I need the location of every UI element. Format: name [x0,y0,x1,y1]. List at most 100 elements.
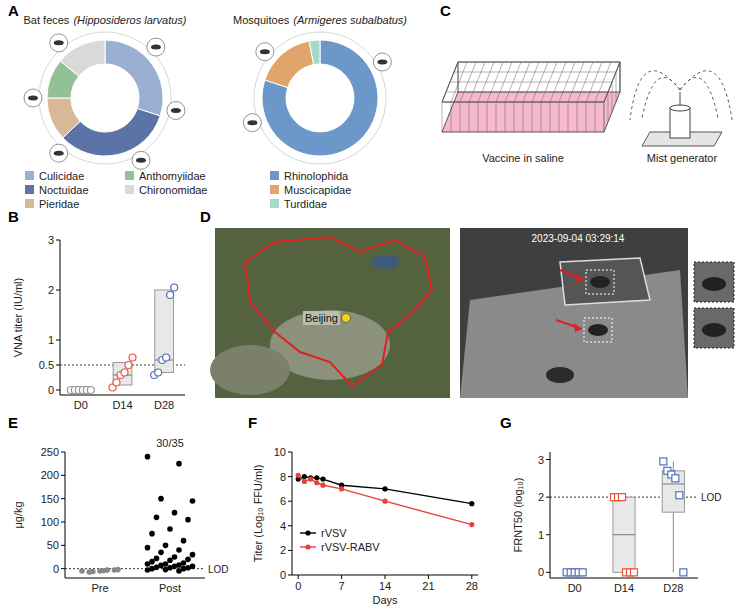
cage-wire [523,102,524,132]
icon [167,102,185,120]
icon [50,34,68,52]
point [469,522,474,527]
panel-letter: D [200,208,211,225]
x-tick-label: 21 [422,580,434,592]
point [181,538,187,544]
median [662,483,684,484]
point [129,354,136,361]
cage-wire [514,102,515,132]
x-axis [65,578,205,579]
urban-area [210,345,290,395]
icon [147,38,165,56]
x-tick-label: Post [159,582,181,594]
cage-wire [469,102,470,132]
point [163,567,169,573]
cage-wire [550,102,551,132]
icon-body [54,151,64,156]
panel-letter: E [8,414,18,431]
icon-body [28,96,38,101]
point [87,387,94,394]
x-tick [298,575,299,579]
cage-wire [442,102,443,132]
y-tick-label: 0 [280,569,286,581]
y-tick [288,501,292,502]
x-tick-label: 7 [339,580,345,592]
point [113,379,120,386]
box [662,471,684,512]
cage-wire [496,102,497,132]
nozzle [680,92,681,105]
icon-body [136,158,146,163]
donut-slice [309,40,320,65]
y-tick [288,575,292,576]
cage-wire [595,102,596,132]
point [382,486,387,491]
box [113,363,132,386]
cage-wire [446,92,608,93]
panel-letter: A [8,2,19,19]
cage-wire [616,72,617,102]
series-line [298,477,472,504]
legend-swatch [25,171,34,180]
point [176,568,182,574]
title: Bat feces [24,14,70,26]
whisker [673,461,674,470]
icon [373,53,391,71]
cage-edge [458,62,459,92]
bat [588,324,608,336]
y-tick [546,572,550,573]
legend-marker [305,544,310,549]
cage-wire [620,62,621,92]
x-tick-label: D14 [614,582,634,594]
point [145,454,151,460]
y-tick-label: 1 [538,529,544,541]
point [185,557,191,563]
y-tick [288,476,292,477]
bat [546,367,574,383]
ring [39,32,171,164]
plot-marks [296,473,475,527]
y-tick [61,498,65,499]
cage-wire [505,102,506,132]
point [145,545,151,551]
point [167,526,173,532]
subtitle: (Hipposideros larvatus) [73,14,186,26]
x-axis [60,395,185,396]
legend-swatch [25,185,34,194]
icon [132,151,150,169]
box [155,290,174,373]
arrowhead [574,323,582,332]
y-axis [292,452,293,575]
point [154,556,160,562]
y-tick-label: 100 [41,516,59,528]
ring [254,32,386,164]
cage-wire [454,72,616,73]
y-tick [546,497,550,498]
bat [590,276,610,288]
point [302,474,307,479]
cage-wire [478,102,479,132]
lake [371,255,399,269]
timestamp: 2023-09-04 03:29:14 [532,233,625,244]
x-tick [341,575,342,579]
y-tick-label: 2 [538,491,544,503]
cage-wire [586,102,587,132]
legend-swatch [125,185,134,194]
x-tick-label: D0 [74,399,88,411]
x-tick [428,575,429,579]
point [619,494,626,501]
y-tick [61,452,65,453]
y-tick-label: 2 [48,284,54,296]
icon-body [377,60,387,65]
point [158,496,164,502]
cage-wire [450,82,612,83]
point [382,499,387,504]
cage-wire [487,102,488,132]
icon [243,114,261,132]
generator [670,108,690,138]
y-tick-label: 3 [48,234,54,246]
point [163,543,169,549]
cage-wire [442,102,604,103]
panel-letter: B [8,208,19,225]
x-tick-label: D28 [663,582,683,594]
